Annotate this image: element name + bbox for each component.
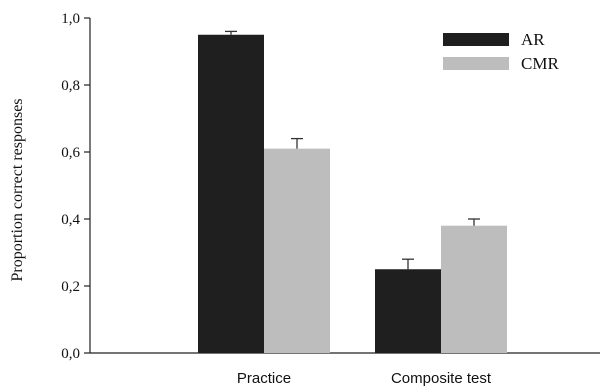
y-tick-label: 0,4 (61, 212, 80, 228)
legend-swatch-cmr (443, 57, 509, 70)
x-category-labels: Practice Composite test (237, 370, 492, 387)
bar-cmr-composite-test (441, 225, 507, 353)
axes (89, 18, 600, 354)
bar-ar-practice (198, 34, 264, 353)
legend-label-cmr: CMR (521, 54, 559, 73)
y-tick-label: 0,8 (61, 78, 80, 94)
y-tick-label: 0,6 (61, 145, 80, 161)
y-ticks: 0,0 0,2 0,4 0,6 0,8 1,0 (61, 11, 90, 362)
error-bars (225, 30, 480, 270)
bar-cmr-practice (264, 148, 330, 353)
x-category-label: Composite test (391, 370, 492, 387)
legend: AR CMR (443, 30, 559, 73)
legend-swatch-ar (443, 33, 509, 46)
y-tick-label: 1,0 (61, 11, 80, 27)
y-tick-label: 0,0 (61, 346, 80, 362)
bar-ar-composite-test (375, 269, 441, 353)
y-axis-title: Proportion correct responses (9, 98, 26, 281)
bars (198, 34, 507, 353)
y-tick-label: 0,2 (61, 279, 80, 295)
legend-label-ar: AR (521, 30, 545, 49)
x-category-label: Practice (237, 370, 291, 387)
